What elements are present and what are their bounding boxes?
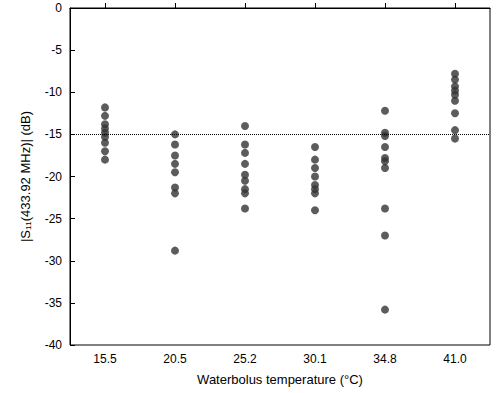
svg-text:-40: -40: [45, 338, 63, 352]
svg-text:41.0: 41.0: [443, 352, 467, 366]
svg-text:25.2: 25.2: [233, 352, 257, 366]
svg-text:0: 0: [55, 1, 62, 15]
svg-text:Waterbolus temperature (°C): Waterbolus temperature (°C): [197, 372, 363, 387]
svg-text:-10: -10: [45, 85, 63, 99]
svg-text:-30: -30: [45, 254, 63, 268]
svg-text:15.5: 15.5: [93, 352, 117, 366]
svg-text:-5: -5: [51, 43, 62, 57]
svg-text:|S₁₁(433.92 MHz)| (dB): |S₁₁(433.92 MHz)| (dB): [18, 111, 33, 242]
svg-text:34.8: 34.8: [373, 352, 397, 366]
svg-text:-25: -25: [45, 212, 63, 226]
svg-text:-20: -20: [45, 170, 63, 184]
svg-text:20.5: 20.5: [163, 352, 187, 366]
svg-text:30.1: 30.1: [303, 352, 327, 366]
svg-text:-15: -15: [45, 127, 63, 141]
svg-text:-35: -35: [45, 296, 63, 310]
